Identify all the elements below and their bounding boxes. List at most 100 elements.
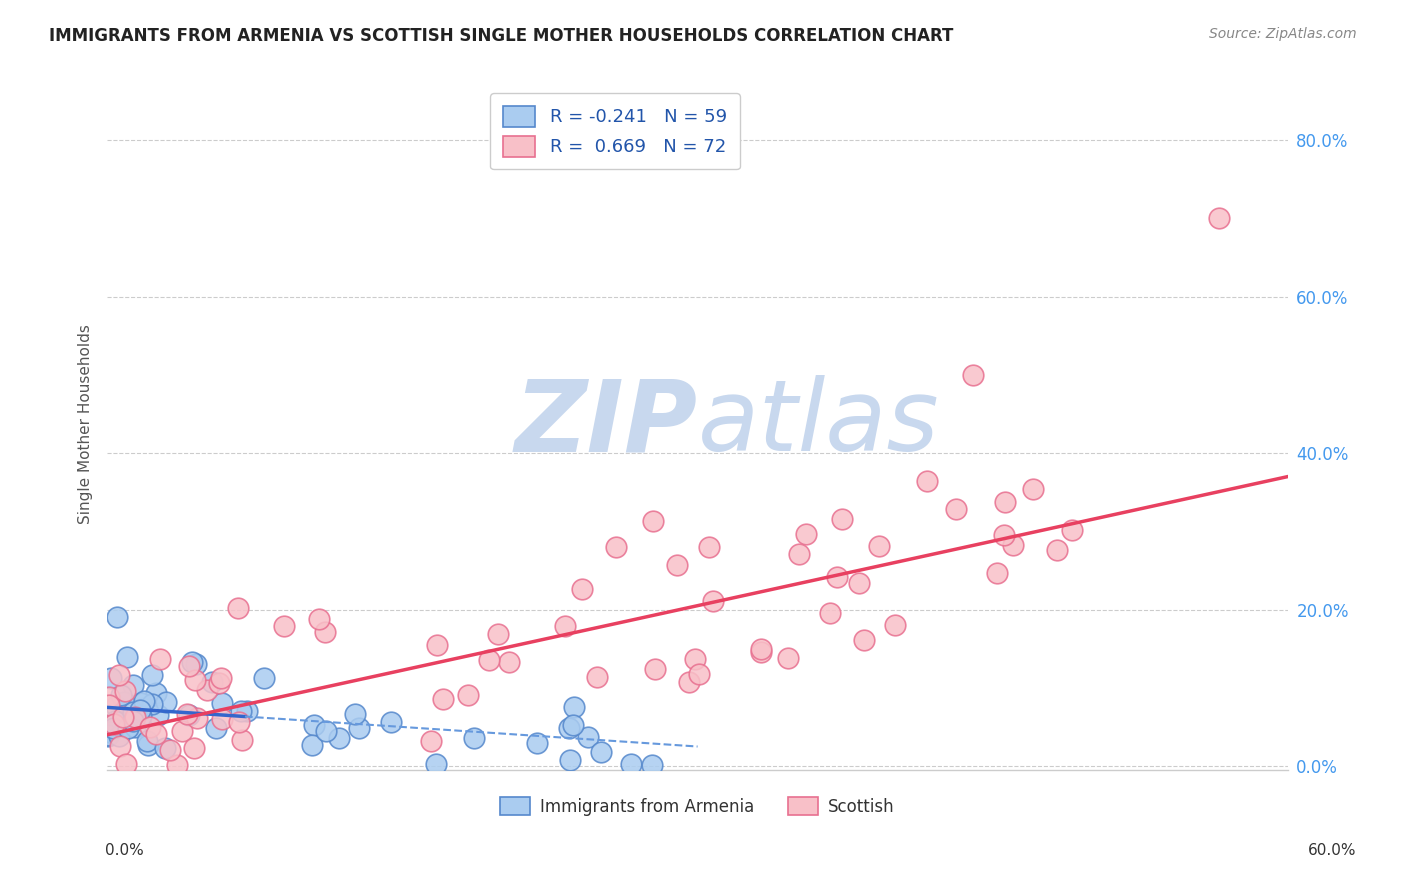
Point xyxy=(148,652,170,666)
Point xyxy=(301,739,323,753)
Point xyxy=(571,582,593,597)
Point xyxy=(104,714,127,728)
Point xyxy=(702,594,724,608)
Point xyxy=(100,672,122,686)
Point xyxy=(426,639,449,653)
Point xyxy=(117,650,139,665)
Point xyxy=(915,475,938,489)
Point xyxy=(103,722,125,736)
Y-axis label: Single Mother Households: Single Mother Households xyxy=(79,324,93,524)
Point xyxy=(100,724,122,739)
Point xyxy=(253,671,276,685)
Point xyxy=(302,718,325,732)
Point xyxy=(1021,482,1043,496)
Point xyxy=(145,686,167,700)
Text: IMMIGRANTS FROM ARMENIA VS SCOTTISH SINGLE MOTHER HOUSEHOLDS CORRELATION CHART: IMMIGRANTS FROM ARMENIA VS SCOTTISH SING… xyxy=(49,27,953,45)
Point xyxy=(159,743,181,757)
Point xyxy=(644,662,666,676)
Point xyxy=(155,695,177,709)
Point xyxy=(110,689,132,703)
Point xyxy=(558,721,581,735)
Point xyxy=(183,741,205,756)
Point xyxy=(1208,211,1230,226)
Point xyxy=(685,652,707,666)
Point xyxy=(498,655,520,669)
Point xyxy=(576,730,599,744)
Point xyxy=(132,701,155,715)
Text: 0.0%: 0.0% xyxy=(105,843,145,858)
Point xyxy=(146,708,169,723)
Point xyxy=(586,670,609,684)
Point xyxy=(463,731,485,746)
Point xyxy=(108,739,131,754)
Point xyxy=(204,721,226,735)
Point xyxy=(129,696,152,710)
Point xyxy=(184,657,207,671)
Point xyxy=(349,722,371,736)
Point xyxy=(688,667,710,681)
Point xyxy=(97,728,120,742)
Point xyxy=(98,690,121,704)
Point xyxy=(554,619,576,633)
Point xyxy=(136,739,159,753)
Point xyxy=(1060,524,1083,538)
Point xyxy=(141,697,163,711)
Point xyxy=(820,606,842,620)
Point xyxy=(236,704,259,718)
Point xyxy=(112,695,135,709)
Point xyxy=(170,724,193,739)
Point xyxy=(787,547,810,561)
Point xyxy=(1001,538,1024,552)
Point xyxy=(315,723,337,738)
Point xyxy=(139,720,162,734)
Point xyxy=(749,642,772,657)
Point xyxy=(425,757,447,772)
Point xyxy=(678,674,700,689)
Legend: Immigrants from Armenia, Scottish: Immigrants from Armenia, Scottish xyxy=(492,789,903,824)
Point xyxy=(201,674,224,689)
Point xyxy=(962,368,984,382)
Point xyxy=(209,671,232,685)
Point xyxy=(562,700,585,714)
Point xyxy=(115,757,138,772)
Point xyxy=(848,575,870,590)
Point xyxy=(561,718,583,732)
Point xyxy=(105,610,128,624)
Point xyxy=(112,710,135,724)
Point xyxy=(641,757,664,772)
Point xyxy=(868,539,890,553)
Point xyxy=(211,713,233,727)
Point xyxy=(166,757,188,772)
Point xyxy=(478,653,501,667)
Point xyxy=(308,611,330,625)
Point xyxy=(97,729,120,743)
Point xyxy=(884,617,907,632)
Point xyxy=(665,558,688,573)
Point xyxy=(344,707,367,722)
Point xyxy=(135,733,157,747)
Point xyxy=(457,688,479,702)
Point xyxy=(231,733,253,747)
Point xyxy=(831,512,853,526)
Point xyxy=(526,735,548,749)
Point xyxy=(314,625,336,640)
Point xyxy=(134,694,156,708)
Point xyxy=(186,710,208,724)
Point xyxy=(103,716,125,731)
Point xyxy=(226,601,249,615)
Text: Source: ZipAtlas.com: Source: ZipAtlas.com xyxy=(1209,27,1357,41)
Point xyxy=(124,720,146,734)
Point xyxy=(432,692,454,706)
Point xyxy=(195,682,218,697)
Point xyxy=(128,703,150,717)
Point xyxy=(328,731,350,745)
Point xyxy=(641,514,664,528)
Point xyxy=(993,528,1015,542)
Point xyxy=(229,704,252,718)
Point xyxy=(145,727,167,741)
Point xyxy=(591,745,613,759)
Text: 60.0%: 60.0% xyxy=(1309,843,1357,858)
Point xyxy=(117,721,139,735)
Point xyxy=(181,655,204,669)
Point xyxy=(945,502,967,516)
